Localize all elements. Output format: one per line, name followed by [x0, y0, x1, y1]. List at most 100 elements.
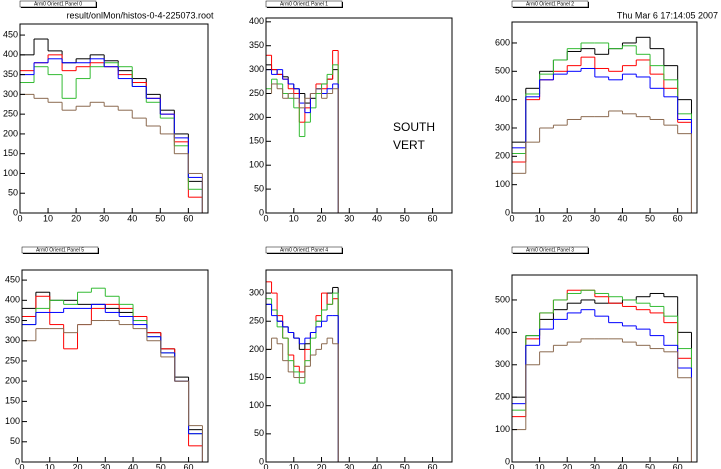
x-tick-label: 30: [590, 213, 600, 223]
chart-title: Arm0 Orient1 Panel 3: [526, 248, 574, 254]
x-tick-label: 40: [128, 462, 138, 469]
chart-title: Arm0 Orient1 Panel 0: [34, 2, 82, 8]
x-tick-label: 10: [289, 462, 299, 469]
y-tick-label: 200: [249, 344, 264, 354]
y-tick-label: 300: [495, 122, 510, 132]
x-tick-label: 40: [372, 462, 382, 469]
y-tick-label: 100: [495, 179, 510, 189]
x-tick-label: 30: [344, 462, 354, 469]
x-tick-label: 50: [155, 213, 165, 223]
x-tick-label: 0: [263, 462, 268, 469]
y-tick-label: 250: [3, 109, 18, 119]
y-tick-label: 200: [249, 112, 264, 122]
y-tick-label: 400: [495, 94, 510, 104]
y-tick-label: 50: [254, 183, 264, 193]
x-tick-label: 0: [509, 213, 514, 223]
x-tick-label: 10: [535, 462, 545, 469]
plot-frame: [511, 274, 698, 463]
y-tick-label: 50: [254, 428, 264, 438]
plot-frame: [19, 23, 209, 214]
y-tick-label: 350: [3, 69, 18, 79]
y-tick-label: 0: [259, 207, 264, 217]
x-tick-label: 0: [509, 462, 514, 469]
x-tick-label: 30: [100, 462, 110, 469]
plot-frame: [265, 17, 453, 214]
y-tick-label: 300: [249, 287, 264, 297]
x-tick-label: 20: [562, 213, 572, 223]
y-tick-label: 0: [15, 456, 20, 466]
title-box: [19, 0, 97, 8]
x-tick-label: 60: [428, 213, 438, 223]
x-tick-label: 20: [73, 462, 83, 469]
chart-title: Arm0 Orient1 Panel 5: [36, 248, 84, 254]
x-tick-label: 20: [562, 462, 572, 469]
x-tick-label: 40: [617, 462, 627, 469]
y-tick-label: 300: [249, 64, 264, 74]
y-tick-label: 500: [495, 294, 510, 304]
y-tick-label: 0: [505, 207, 510, 217]
x-tick-label: 20: [317, 213, 327, 223]
y-tick-label: 100: [5, 416, 20, 426]
x-tick-label: 50: [156, 462, 166, 469]
y-tick-label: 100: [249, 400, 264, 410]
title-box: [21, 246, 99, 254]
title-box: [511, 0, 589, 8]
y-tick-label: 200: [495, 151, 510, 161]
y-tick-label: 500: [495, 66, 510, 76]
x-tick-label: 0: [17, 213, 22, 223]
x-tick-label: 50: [645, 462, 655, 469]
y-tick-label: 450: [3, 29, 18, 39]
title-box: [511, 246, 589, 254]
y-tick-label: 250: [249, 316, 264, 326]
x-tick-label: 50: [400, 213, 410, 223]
y-tick-label: 50: [10, 436, 20, 446]
x-tick-label: 0: [263, 213, 268, 223]
y-tick-label: 200: [495, 392, 510, 402]
y-tick-label: 200: [3, 128, 18, 138]
y-tick-label: 400: [495, 327, 510, 337]
y-tick-label: 450: [5, 274, 20, 284]
y-tick-label: 150: [5, 396, 20, 406]
x-tick-label: 10: [289, 213, 299, 223]
plot-frame: [511, 21, 698, 214]
x-tick-label: 60: [673, 213, 683, 223]
y-tick-label: 300: [495, 359, 510, 369]
x-tick-label: 50: [400, 462, 410, 469]
plot-frame: [265, 269, 453, 463]
title-box: [265, 0, 343, 8]
y-tick-label: 600: [495, 37, 510, 47]
y-tick-label: 250: [5, 355, 20, 365]
y-tick-label: 100: [3, 168, 18, 178]
x-tick-label: 10: [45, 462, 55, 469]
title-box: [265, 246, 343, 254]
x-tick-label: 20: [71, 213, 81, 223]
x-tick-label: 30: [99, 213, 109, 223]
y-tick-label: 300: [5, 335, 20, 345]
y-tick-label: 250: [249, 88, 264, 98]
chart-title: Arm0 Orient1 Panel 1: [280, 2, 328, 8]
x-tick-label: 40: [372, 213, 382, 223]
y-tick-label: 0: [13, 207, 18, 217]
y-tick-label: 0: [505, 456, 510, 466]
x-tick-label: 30: [344, 213, 354, 223]
x-tick-label: 10: [535, 213, 545, 223]
south-label: SOUTH: [393, 120, 435, 134]
x-tick-label: 50: [645, 213, 655, 223]
y-tick-label: 200: [5, 376, 20, 386]
chart-title: Arm0 Orient1 Panel 4: [280, 248, 328, 254]
y-tick-label: 400: [3, 49, 18, 59]
y-tick-label: 400: [249, 16, 264, 26]
plot-frame: [21, 269, 209, 463]
y-tick-label: 150: [249, 136, 264, 146]
x-tick-label: 10: [43, 213, 53, 223]
y-tick-label: 350: [5, 315, 20, 325]
x-tick-label: 0: [19, 462, 24, 469]
y-tick-label: 100: [249, 160, 264, 170]
x-tick-label: 60: [428, 462, 438, 469]
x-tick-label: 60: [673, 462, 683, 469]
x-tick-label: 40: [127, 213, 137, 223]
file-label: result/onlMon/histos-0-4-225073.root: [66, 10, 214, 20]
y-tick-label: 150: [249, 372, 264, 382]
